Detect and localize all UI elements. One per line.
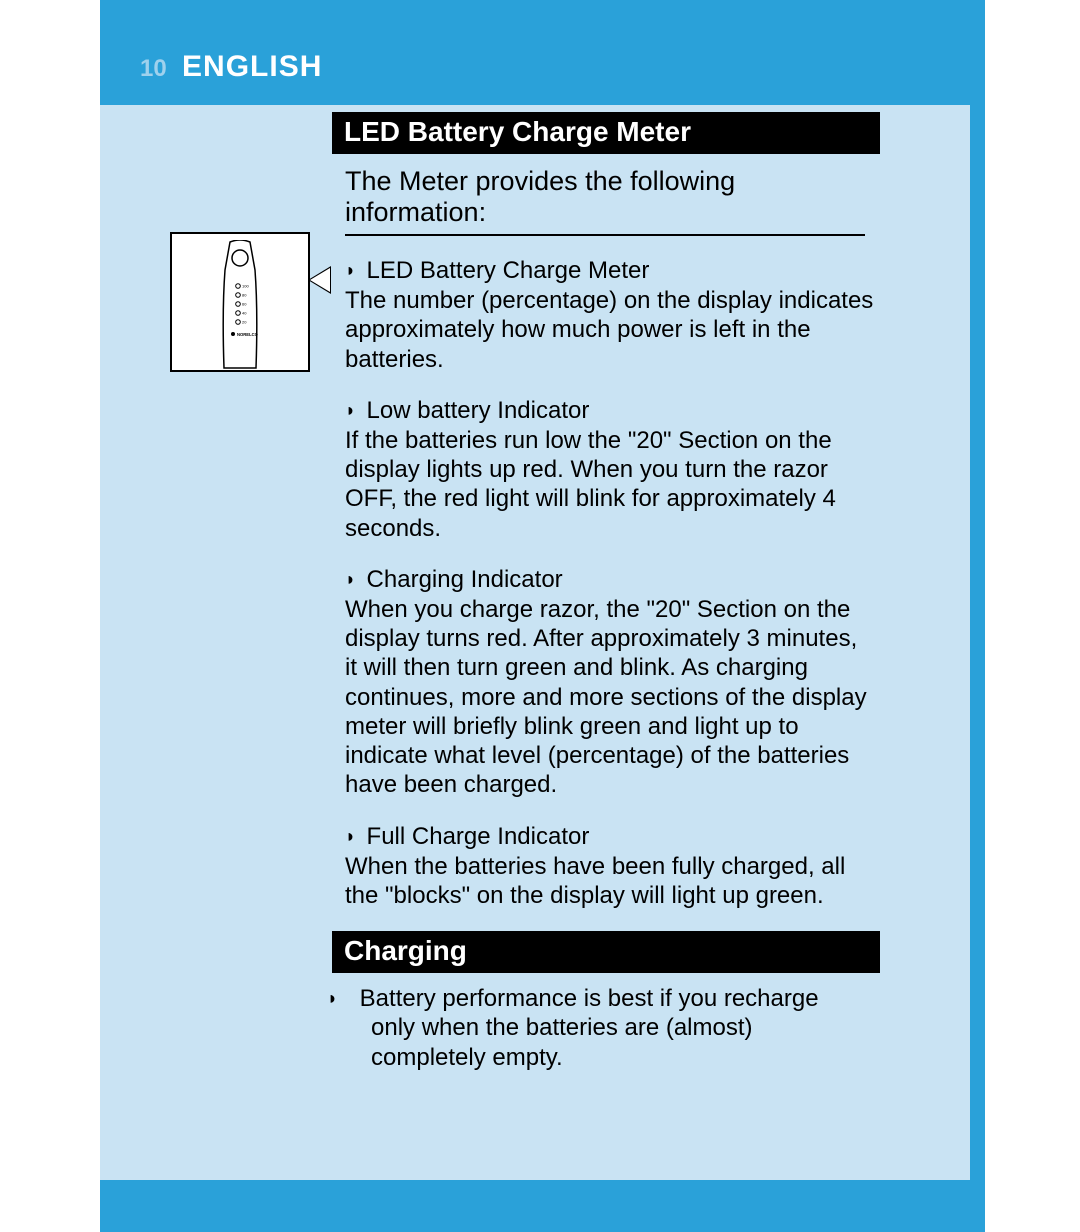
item-title: LED Battery Charge Meter [367, 257, 650, 284]
svg-text:80: 80 [242, 293, 247, 298]
section-heading-meter: LED Battery Charge Meter [332, 112, 880, 154]
item-body: If the batteries run low the "20" Sectio… [345, 426, 875, 543]
meter-item: ◗ Low battery Indicator If the batteries… [345, 396, 875, 543]
svg-text:40: 40 [242, 311, 247, 316]
meter-item: ◗ Full Charge Indicator When the batteri… [345, 822, 875, 911]
bullet-icon: ◗ [345, 568, 356, 591]
meter-item: ◗ LED Battery Charge Meter The number (p… [345, 256, 875, 374]
bullet-icon: ◗ [345, 825, 356, 848]
item-title: Low battery Indicator [367, 397, 590, 424]
charging-text: Battery performance is best if you recha… [360, 985, 819, 1071]
item-title: Full Charge Indicator [367, 823, 590, 850]
svg-text:100: 100 [242, 284, 249, 289]
meter-items: ◗ LED Battery Charge Meter The number (p… [345, 256, 875, 932]
page-number: 10 [140, 55, 167, 82]
page-language: ENGLISH [182, 50, 322, 83]
item-title: Charging Indicator [367, 566, 563, 593]
page-header: 10 ENGLISH [140, 50, 322, 84]
svg-text:NORELCO: NORELCO [237, 332, 259, 337]
charging-items: ◗ Battery performance is best if you rec… [345, 984, 865, 1072]
charging-bullet: ◗ Battery performance is best if you rec… [345, 984, 865, 1072]
meter-item: ◗ Charging Indicator When you charge raz… [345, 565, 875, 800]
bullet-icon: ◗ [345, 259, 356, 282]
item-body: When the batteries have been fully charg… [345, 852, 875, 911]
bullet-icon: ◗ [345, 399, 356, 422]
item-body: When you charge razor, the "20" Section … [345, 595, 875, 800]
razor-diagram: 100 80 60 40 20 NORELCO [170, 232, 310, 372]
svg-text:20: 20 [242, 320, 247, 325]
razor-illustration: 100 80 60 40 20 NORELCO [216, 240, 264, 370]
meter-intro: The Meter provides the following informa… [345, 166, 865, 236]
callout-pointer [310, 268, 330, 292]
section-heading-charging: Charging [332, 931, 880, 973]
svg-text:60: 60 [242, 302, 247, 307]
item-body: The number (percentage) on the display i… [345, 286, 875, 374]
